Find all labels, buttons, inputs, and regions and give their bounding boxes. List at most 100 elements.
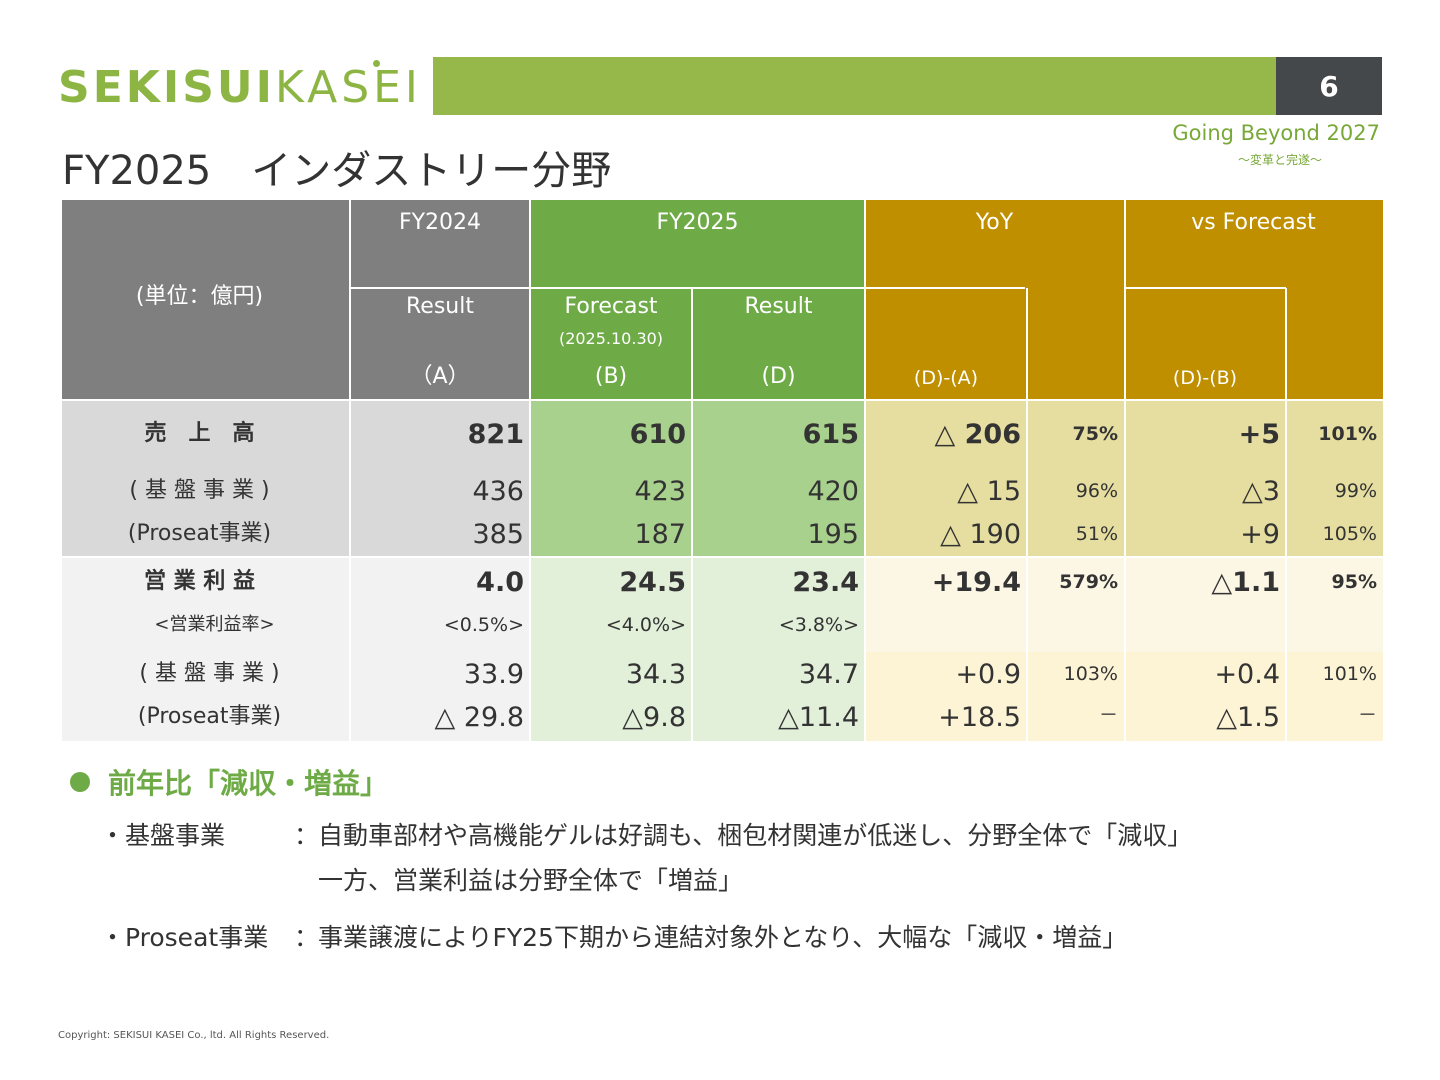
proseat-profit-yoy: +18.5: [938, 702, 1021, 733]
proseat-profit-fy2024: △ 29.8: [434, 702, 524, 733]
sales-vs-forecast: +5: [1238, 419, 1280, 450]
base-sales-forecast: 423: [634, 476, 686, 507]
sales-result: 615: [802, 419, 859, 450]
proseat-sales-result: 195: [807, 519, 859, 550]
sales-section-fy2025: [530, 400, 865, 557]
op-profit-forecast: 24.5: [619, 567, 686, 598]
sales-section-left: [62, 400, 530, 557]
base-profit-yoy-pct: 103%: [1063, 663, 1118, 685]
op-profit-result: 23.4: [792, 567, 859, 598]
row-label-op-profit: 営 業 利 益: [144, 569, 255, 594]
proseat-sales-vs-forecast: +9: [1240, 519, 1280, 550]
op-profit-yoy-pct: 579%: [1059, 571, 1118, 593]
col-separator: [691, 288, 693, 741]
item1-line2: 一方、営業利益は分野全体で「増益」: [318, 866, 744, 895]
company-logo: SEKISUIKASEI: [58, 62, 422, 114]
op-margin-forecast: <4.0%>: [605, 614, 686, 636]
col-separator: [1124, 200, 1126, 741]
results-table: (単位：億円) FY2024 FY2025 YoY vs Forecast Re…: [62, 200, 1383, 741]
base-profit-yoy: +0.9: [955, 659, 1021, 690]
sub-d-minus-a: (D)-(A): [913, 367, 979, 389]
copyright: Copyright: SEKISUI KASEI Co., ltd. All R…: [58, 1030, 330, 1041]
sub-result-d: Result: [744, 294, 813, 319]
base-profit-result: 34.7: [798, 659, 859, 690]
col-separator: [864, 200, 866, 741]
proseat-profit-result: △11.4: [778, 702, 859, 733]
proseat-sales-forecast: 187: [634, 519, 686, 550]
sub-forecast-date: (2025.10.30): [558, 329, 664, 348]
op-margin-result: <3.8%>: [778, 614, 859, 636]
op-profit-vs-forecast: △1.1: [1211, 567, 1280, 598]
proseat-sales-fy2024: 385: [472, 519, 524, 550]
logo-bold: SEKISUI: [58, 62, 276, 113]
tagline-sub: ～変革と完遂～: [1237, 153, 1322, 167]
row-label-proseat-sales: (Proseat事業): [127, 521, 272, 546]
proseat-profit-forecast: △9.8: [622, 702, 686, 733]
row-separator: [1124, 287, 1286, 289]
col-separator: [1026, 288, 1028, 741]
col-vs-forecast: vs Forecast: [1191, 210, 1316, 235]
row-label-proseat-profit: (Proseat事業): [137, 704, 282, 729]
base-sales-yoy: △ 15: [957, 476, 1021, 507]
row-label-base-sales: ( 基 盤 事 業 ): [129, 478, 270, 503]
fy2024-header-cell: [350, 200, 530, 400]
base-profit-vs-forecast-pct: 101%: [1322, 663, 1377, 685]
base-sales-fy2024: 436: [472, 476, 524, 507]
row-separator: [350, 287, 1025, 289]
op-margin-fy2024: <0.5%>: [443, 614, 524, 636]
summary-heading: 前年比「減収・増益」: [70, 762, 388, 802]
row-separator: [62, 556, 1383, 558]
base-profit-fy2024: 33.9: [463, 659, 524, 690]
sales-vs-forecast-pct: 101%: [1318, 423, 1377, 445]
base-sales-yoy-pct: 96%: [1075, 480, 1118, 502]
op-profit-fy2024: 4.0: [476, 567, 524, 598]
row-label-sales: 売 上 高: [144, 421, 255, 446]
sales-fy2024: 821: [467, 419, 524, 450]
col-separator: [1285, 288, 1287, 741]
col-separator: [529, 200, 531, 741]
summary-heading-text: 前年比「減収・増益」: [108, 767, 389, 800]
sub-result-a: Result: [406, 294, 474, 319]
col-fy2025: FY2025: [656, 210, 739, 235]
sales-forecast: 610: [629, 419, 686, 450]
proseat-sales-yoy-pct: 51%: [1075, 523, 1118, 545]
base-profit-vs-forecast: +0.4: [1214, 659, 1280, 690]
yoy-header-cell: [865, 200, 1124, 400]
sales-yoy: △ 206: [934, 419, 1021, 450]
item1-separator: ：: [294, 821, 320, 850]
sub-d: (D): [761, 364, 796, 389]
base-sales-result: 420: [807, 476, 859, 507]
base-profit-forecast: 34.3: [625, 659, 686, 690]
proseat-profit-vs-forecast-pct: －: [1357, 704, 1377, 726]
item1-label: ・基盤事業: [100, 821, 226, 850]
op-profit-yoy: +19.4: [931, 567, 1021, 598]
proseat-profit-yoy-pct: －: [1098, 704, 1118, 726]
item1-line1: 自動車部材や高機能ゲルは好調も、梱包材関連が低迷し、分野全体で「減収」: [318, 821, 1193, 850]
tagline: Going Beyond 2027: [1172, 121, 1380, 145]
fy2025-header-cell: [530, 200, 865, 400]
unit-label: (単位：億円): [135, 284, 264, 309]
sub-a: （A）: [410, 364, 470, 389]
base-sales-vs-forecast: △3: [1242, 476, 1280, 507]
sub-d-minus-b: (D)-(B): [1172, 367, 1238, 389]
sales-yoy-pct: 75%: [1072, 423, 1118, 445]
proseat-profit-vs-forecast: △1.5: [1216, 702, 1280, 733]
row-label-op-margin: <営業利益率>: [154, 614, 275, 635]
sub-forecast: Forecast: [564, 294, 658, 319]
proseat-sales-yoy: △ 190: [940, 519, 1021, 550]
sub-b: (B): [594, 364, 628, 389]
logo-light: KASEI: [275, 62, 422, 113]
item2-line1: 事業譲渡によりFY25下期から連結対象外となり、大幅な「減収・増益」: [318, 923, 1128, 952]
col-separator: [349, 200, 351, 741]
col-fy2024: FY2024: [398, 210, 482, 235]
item2-label: ・Proseat事業: [100, 923, 269, 952]
col-yoy: YoY: [975, 210, 1014, 235]
unit-header-cell: [62, 200, 350, 400]
profit-section-fy2025: [530, 557, 865, 741]
vs-forecast-header-cell: [1124, 200, 1383, 400]
op-profit-vs-forecast-pct: 95%: [1331, 571, 1377, 593]
profit-section-left: [62, 557, 530, 741]
page-number: 6: [1276, 57, 1382, 115]
proseat-sales-vs-forecast-pct: 105%: [1322, 523, 1377, 545]
bullet-dot-icon: [70, 772, 90, 792]
